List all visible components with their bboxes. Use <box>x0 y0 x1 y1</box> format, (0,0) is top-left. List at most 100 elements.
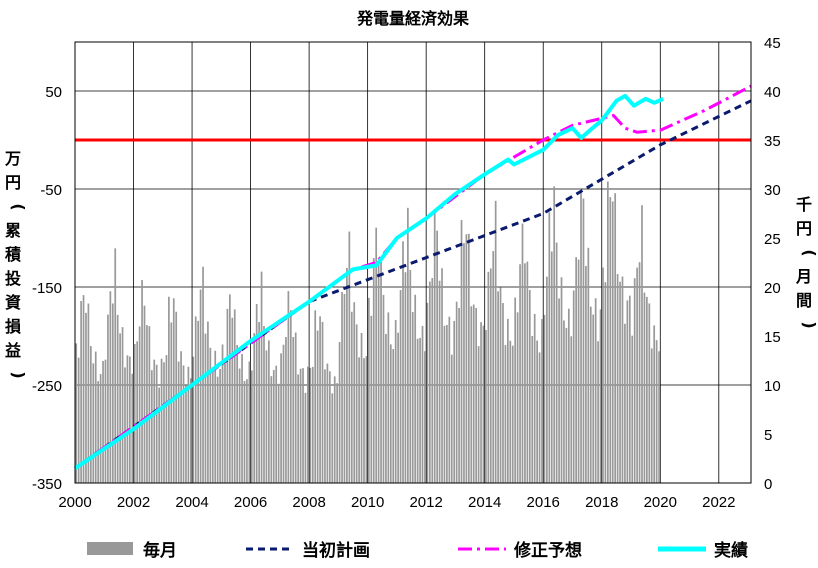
monthly-bar <box>155 364 158 483</box>
x-tick-label: 2002 <box>117 494 150 511</box>
y-left-tick-label: -250 <box>32 378 62 395</box>
monthly-bar <box>646 296 648 483</box>
monthly-bar <box>331 393 334 483</box>
axis-label-char: ( <box>800 249 818 256</box>
monthly-bar <box>404 272 407 483</box>
monthly-bar <box>477 346 480 483</box>
monthly-bar <box>263 326 265 483</box>
monthly-bar <box>282 344 285 483</box>
x-axis-ticks: 2000 2002 2004 2006 2008 2010 2012 2014 2016 2018… <box>58 494 735 511</box>
monthly-bar <box>580 191 582 483</box>
monthly-bar <box>121 327 124 483</box>
monthly-bar <box>270 376 273 483</box>
monthly-bar <box>524 263 526 483</box>
legend-label: 実績 <box>714 540 748 561</box>
monthly-bar <box>185 385 187 483</box>
plot-frame <box>74 41 752 484</box>
legend-item: 当初計画 <box>246 540 370 561</box>
monthly-bar <box>216 376 219 483</box>
series-line-dashdot <box>74 84 752 470</box>
monthly-bar <box>541 319 543 483</box>
monthly-bar <box>436 230 438 483</box>
monthly-bar <box>365 356 368 483</box>
monthly-bar <box>299 368 302 483</box>
monthly-bar <box>182 365 185 483</box>
monthly-bar <box>621 276 624 483</box>
y-right-tick-label: 20 <box>764 280 781 297</box>
monthly-bar <box>421 325 424 483</box>
legend-label: 毎月 <box>143 540 177 561</box>
monthly-bar <box>153 359 156 483</box>
monthly-bar <box>260 271 263 483</box>
monthly-bar <box>133 343 136 483</box>
series-line-dashed <box>74 99 752 470</box>
monthly-bar <box>548 212 551 484</box>
monthly-bar <box>221 344 224 483</box>
monthly-bar <box>187 366 190 483</box>
monthly-bar <box>494 200 497 483</box>
monthly-bar <box>655 340 658 483</box>
monthly-bar <box>107 314 109 483</box>
monthly-bar <box>389 344 392 483</box>
monthly-bar <box>609 197 612 483</box>
monthly-bar <box>226 308 229 483</box>
x-tick-label: 2008 <box>292 494 325 511</box>
axis-label-char: 積 <box>4 245 22 264</box>
monthly-bar <box>275 365 278 483</box>
monthly-bar <box>641 205 643 483</box>
monthly-bar <box>648 303 651 483</box>
legend-label: 当初計画 <box>302 540 370 561</box>
monthly-bar <box>129 356 131 483</box>
x-tick-label: 2014 <box>468 494 501 511</box>
monthly-bar <box>224 358 226 483</box>
monthly-bar <box>321 321 324 483</box>
monthly-bar <box>416 338 419 483</box>
y-axis-left-ticks: 50 -50 -150 -250 -350 <box>32 84 62 493</box>
monthly-bar <box>636 267 638 483</box>
monthly-bar <box>589 306 592 483</box>
monthly-bar <box>194 316 197 483</box>
monthly-bar <box>424 351 426 483</box>
monthly-bar <box>111 303 114 483</box>
monthly-bar <box>336 383 339 483</box>
monthly-bar <box>177 361 180 483</box>
monthly-bar <box>394 319 397 483</box>
chart-title: 発電量経済効果 <box>356 9 469 28</box>
axis-label-char: ) <box>800 321 818 328</box>
monthly-bar <box>99 374 102 483</box>
monthly-bar <box>148 326 151 483</box>
monthly-bar <box>531 336 534 483</box>
monthly-bar <box>514 297 517 483</box>
monthly-bar <box>604 282 607 483</box>
monthly-bar <box>355 324 358 483</box>
monthly-bar <box>141 280 143 483</box>
monthly-bar <box>180 351 182 483</box>
x-tick-label: 2022 <box>702 494 735 511</box>
monthly-bar <box>243 381 246 483</box>
x-tick-label: 2010 <box>351 494 384 511</box>
monthly-bar <box>372 258 375 483</box>
axis-label-char: 投 <box>5 269 21 288</box>
monthly-bar <box>470 306 473 483</box>
monthly-bar <box>380 256 382 483</box>
monthly-bar <box>314 310 317 483</box>
monthly-bar <box>97 381 100 483</box>
monthly-bar <box>94 351 97 483</box>
axis-label-char: 累 <box>5 221 21 240</box>
monthly-bar <box>316 330 319 483</box>
bars-series <box>75 181 660 484</box>
monthly-bar <box>409 269 412 483</box>
series-line-solid <box>73 93 665 470</box>
monthly-bar <box>272 370 275 483</box>
monthly-bar <box>87 303 90 483</box>
y-axis-right-label: 千円 (月間) <box>795 195 818 329</box>
monthly-bar <box>304 392 307 483</box>
monthly-bar <box>238 368 241 483</box>
legend: 毎月 当初計画 修正予想 実績 <box>87 540 748 561</box>
monthly-bar <box>385 334 387 483</box>
monthly-bar <box>392 349 395 483</box>
monthly-bar <box>521 223 524 484</box>
monthly-bar <box>343 293 346 483</box>
legend-item: 修正予想 <box>458 540 582 561</box>
